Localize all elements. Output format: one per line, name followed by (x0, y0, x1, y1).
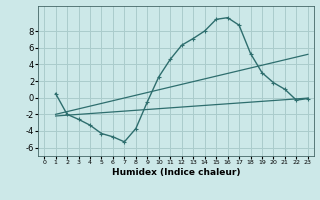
X-axis label: Humidex (Indice chaleur): Humidex (Indice chaleur) (112, 168, 240, 177)
